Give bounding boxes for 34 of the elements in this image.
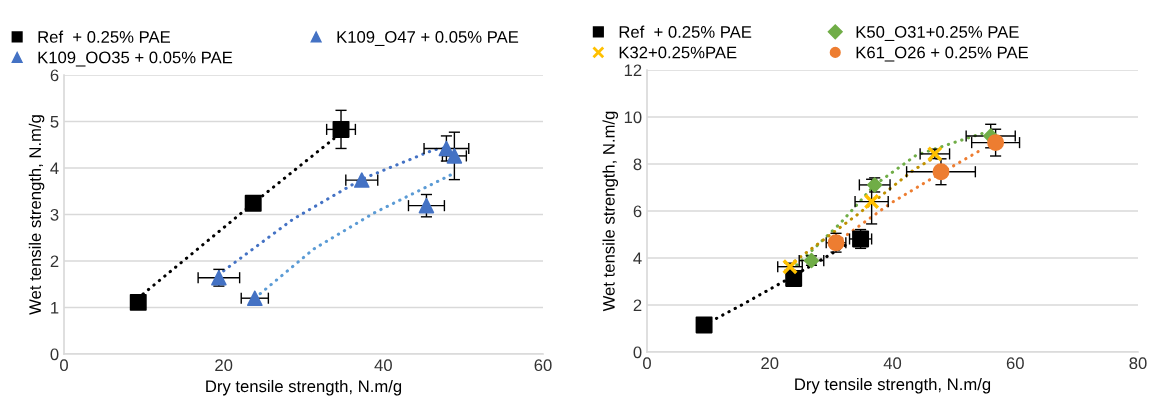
y-tick-label: 8 [633,158,642,171]
legend-label: Ref + 0.25% PAE [619,25,752,38]
legend-label: K109_OO35 + 0.05% PAE [38,51,233,67]
x-tick-label: 60 [1006,357,1024,370]
x-tick-label: 0 [60,359,68,372]
y-tick-label: 5 [50,116,59,128]
x-tick-label: 0 [643,357,651,370]
x-tick-label: 40 [883,357,902,370]
y-tick-label: 2 [50,255,59,268]
x-tick-label: 80 [1129,357,1147,370]
y-tick-label: 6 [50,69,59,82]
legend-label: K61_O26 + 0.25% PAE [856,46,1028,62]
legend-label: K32+0.25%PAE [619,46,737,59]
x-tick-label: 40 [374,359,392,372]
y-axis-title: Wet tensile strength, N.m/g [28,115,45,315]
x-tick-label: 60 [534,359,552,372]
y-tick-label: 1 [51,302,59,314]
y-tick-label: 6 [633,205,642,218]
y-tick-label: 3 [50,208,59,221]
legend-label: K50_O31+0.25% PAE [856,26,1019,41]
legend-label: Ref + 0.25% PAE [38,30,170,43]
y-tick-label: 0 [633,346,642,359]
x-axis-title: Dry tensile strength, N.m/g [795,377,991,394]
y-tick-label: 4 [50,162,59,175]
legend-label: K109_O47 + 0.05% PAE [337,31,519,46]
x-tick-label: 20 [761,357,779,370]
y-tick-label: 10 [624,111,642,124]
y-tick-label: 4 [633,252,642,265]
y-axis-title: Wet tensile strength, N.m/g [602,111,619,312]
y-tick-label: 2 [633,299,642,312]
x-tick-label: 20 [215,359,233,372]
y-tick-label: 12 [624,64,642,77]
x-axis-title: Dry tensile strength, N.m/g [206,379,402,396]
y-tick-label: 0 [50,348,59,361]
